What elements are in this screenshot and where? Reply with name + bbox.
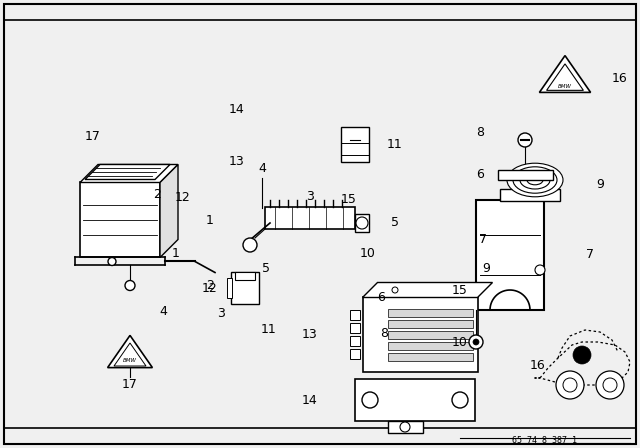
Circle shape bbox=[392, 287, 398, 293]
Circle shape bbox=[573, 346, 591, 364]
FancyBboxPatch shape bbox=[497, 170, 552, 180]
Circle shape bbox=[400, 422, 410, 432]
Text: 10: 10 bbox=[452, 336, 468, 349]
Text: 4: 4 bbox=[159, 305, 167, 318]
FancyBboxPatch shape bbox=[476, 200, 544, 310]
Text: 5: 5 bbox=[391, 216, 399, 229]
Circle shape bbox=[473, 339, 479, 345]
Circle shape bbox=[452, 392, 468, 408]
Circle shape bbox=[243, 238, 257, 252]
FancyBboxPatch shape bbox=[387, 320, 472, 328]
Text: 11: 11 bbox=[261, 323, 276, 336]
Circle shape bbox=[596, 371, 624, 399]
Text: BMW: BMW bbox=[558, 83, 572, 89]
Text: 7: 7 bbox=[479, 233, 487, 246]
FancyBboxPatch shape bbox=[349, 349, 360, 359]
Text: 9: 9 bbox=[483, 262, 490, 276]
Circle shape bbox=[556, 371, 584, 399]
Text: 4: 4 bbox=[258, 161, 266, 175]
Circle shape bbox=[388, 283, 402, 297]
Text: 9: 9 bbox=[596, 178, 604, 191]
Ellipse shape bbox=[507, 163, 563, 197]
Circle shape bbox=[108, 258, 116, 266]
FancyBboxPatch shape bbox=[387, 309, 472, 317]
Polygon shape bbox=[108, 336, 152, 368]
FancyBboxPatch shape bbox=[387, 353, 472, 361]
Text: 10: 10 bbox=[360, 246, 376, 260]
Text: 6: 6 bbox=[377, 291, 385, 305]
Circle shape bbox=[125, 280, 135, 290]
Text: 13: 13 bbox=[302, 328, 318, 341]
Text: BMW: BMW bbox=[123, 358, 137, 362]
FancyBboxPatch shape bbox=[355, 214, 369, 232]
Text: 2: 2 bbox=[206, 279, 214, 292]
Text: 8: 8 bbox=[476, 126, 484, 139]
Text: 2: 2 bbox=[153, 188, 161, 202]
Ellipse shape bbox=[527, 175, 543, 185]
Text: 3: 3 bbox=[306, 190, 314, 202]
Text: 14: 14 bbox=[302, 393, 318, 406]
FancyBboxPatch shape bbox=[387, 331, 472, 339]
Circle shape bbox=[518, 133, 532, 147]
FancyBboxPatch shape bbox=[341, 128, 369, 163]
Text: 1: 1 bbox=[172, 246, 180, 260]
Text: 14: 14 bbox=[229, 103, 244, 116]
Text: 1: 1 bbox=[206, 214, 214, 227]
FancyBboxPatch shape bbox=[349, 336, 360, 346]
Polygon shape bbox=[547, 64, 584, 90]
Text: 12: 12 bbox=[202, 281, 218, 294]
Text: 3: 3 bbox=[217, 307, 225, 320]
Text: 6: 6 bbox=[476, 168, 484, 181]
Text: 5: 5 bbox=[262, 262, 269, 276]
Text: 11: 11 bbox=[387, 138, 403, 151]
Ellipse shape bbox=[520, 171, 550, 189]
Polygon shape bbox=[160, 164, 178, 258]
FancyBboxPatch shape bbox=[387, 342, 472, 350]
Circle shape bbox=[469, 335, 483, 349]
FancyBboxPatch shape bbox=[500, 189, 560, 201]
FancyBboxPatch shape bbox=[80, 182, 160, 258]
Polygon shape bbox=[85, 164, 170, 180]
Ellipse shape bbox=[513, 167, 557, 193]
Polygon shape bbox=[114, 343, 146, 366]
FancyBboxPatch shape bbox=[349, 323, 360, 333]
Text: 12: 12 bbox=[175, 190, 190, 204]
FancyBboxPatch shape bbox=[231, 272, 259, 304]
Circle shape bbox=[535, 265, 545, 275]
Text: 8: 8 bbox=[380, 327, 388, 340]
FancyBboxPatch shape bbox=[265, 207, 355, 229]
FancyBboxPatch shape bbox=[362, 297, 477, 372]
Text: 17: 17 bbox=[85, 130, 100, 143]
Polygon shape bbox=[540, 56, 591, 92]
Circle shape bbox=[603, 378, 617, 392]
FancyBboxPatch shape bbox=[387, 421, 422, 433]
Text: 7: 7 bbox=[586, 249, 594, 262]
Text: 17: 17 bbox=[122, 379, 138, 392]
Polygon shape bbox=[80, 164, 178, 182]
Text: 65 74 8 387 1: 65 74 8 387 1 bbox=[513, 436, 577, 445]
Text: 15: 15 bbox=[452, 284, 468, 297]
Circle shape bbox=[356, 217, 368, 229]
FancyBboxPatch shape bbox=[235, 272, 255, 280]
FancyBboxPatch shape bbox=[349, 310, 360, 320]
FancyBboxPatch shape bbox=[227, 278, 232, 298]
Text: 16: 16 bbox=[612, 72, 628, 85]
Circle shape bbox=[563, 378, 577, 392]
Text: 16: 16 bbox=[530, 358, 545, 372]
Text: 13: 13 bbox=[229, 155, 244, 168]
Circle shape bbox=[362, 392, 378, 408]
FancyBboxPatch shape bbox=[355, 379, 475, 421]
Text: 15: 15 bbox=[341, 193, 356, 206]
Polygon shape bbox=[362, 283, 493, 297]
